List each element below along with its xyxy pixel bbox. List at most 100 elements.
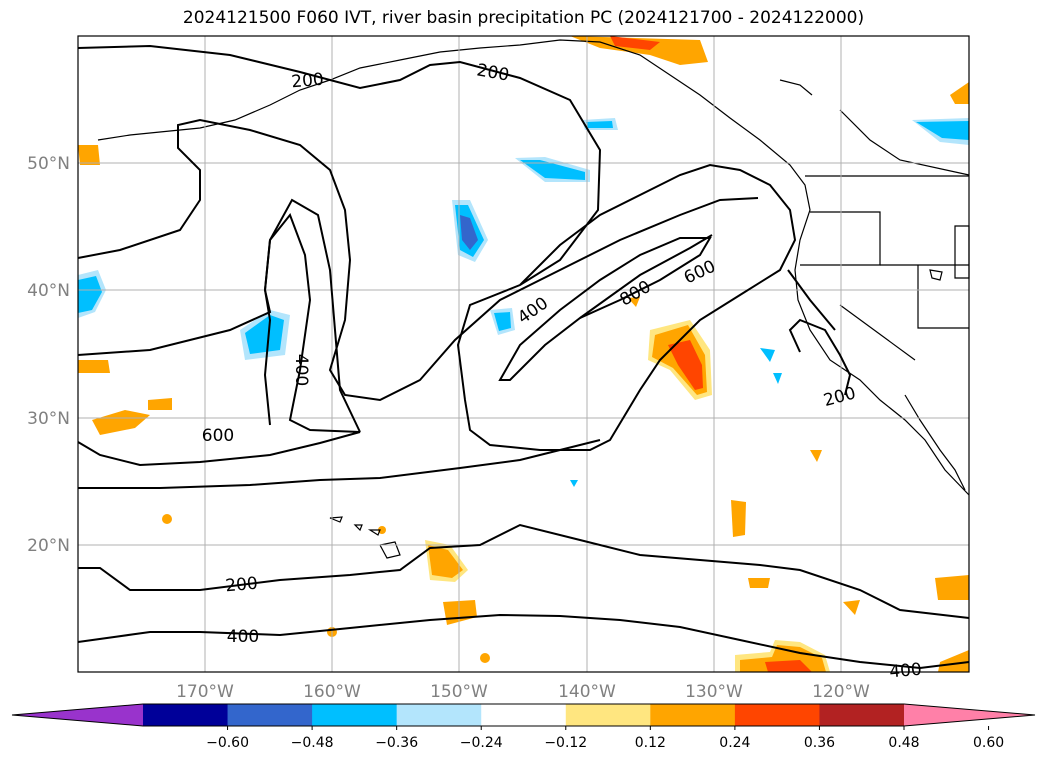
contour-200 xyxy=(78,523,970,619)
border-line xyxy=(917,265,969,329)
contour-label-400: 400 xyxy=(291,354,311,386)
lon-label: 150°W xyxy=(430,682,488,702)
contour-label-200: 200 xyxy=(291,70,325,93)
colorbar-tick-label: 0.24 xyxy=(719,735,750,751)
lat-label: 40°N xyxy=(27,281,70,301)
colorbar-segment xyxy=(565,704,651,726)
colorbar-tick-label: 0.36 xyxy=(804,735,835,751)
colorbar-segment xyxy=(819,704,905,726)
contour-600 xyxy=(77,213,361,467)
colorbar-segment xyxy=(312,704,398,726)
contour-label-400: 400 xyxy=(227,627,259,647)
lon-label: 140°W xyxy=(558,682,616,702)
precip-patch xyxy=(938,650,969,672)
precip-shading xyxy=(78,36,969,672)
precip-patch xyxy=(570,480,578,487)
colorbar-outline xyxy=(11,703,1036,727)
precip-patch xyxy=(731,500,746,537)
precip-patch xyxy=(935,575,969,600)
island xyxy=(353,524,363,532)
precip-patch xyxy=(586,121,613,128)
colorbar-tick-label: 0.12 xyxy=(635,735,666,751)
precip-patch xyxy=(78,145,100,165)
lon-labels: 170°W 160°W 150°W 140°W 130°W 120°W xyxy=(176,682,870,702)
contour-200 xyxy=(77,44,797,451)
contour-label-400: 400 xyxy=(889,660,923,683)
colorbar-segment xyxy=(396,704,482,726)
colorbar-tick-label: 0.48 xyxy=(888,735,919,751)
precip-patch xyxy=(520,160,585,180)
island xyxy=(329,516,343,523)
island xyxy=(367,529,381,536)
contour-600 xyxy=(78,439,601,489)
colorbar: −0.60 −0.48 −0.36 −0.24 −0.12 0.12 0.24 0.36 0.4… xyxy=(11,703,1036,751)
contour-400 xyxy=(263,198,361,433)
contour-400 xyxy=(77,118,759,402)
map-frame xyxy=(77,35,970,673)
colorbar-tick-label: −0.48 xyxy=(291,735,334,751)
precip-patch xyxy=(773,373,782,384)
contour-400 xyxy=(77,613,970,670)
colorbar-tick-label: −0.60 xyxy=(206,735,249,751)
precip-patch xyxy=(916,121,969,140)
colorbar-segments xyxy=(11,703,1036,727)
precip-patch xyxy=(78,360,110,373)
colorbar-tick-label: −0.36 xyxy=(375,735,418,751)
map-background xyxy=(78,36,969,672)
precip-patch xyxy=(162,514,172,524)
contour-label-200: 200 xyxy=(225,574,259,597)
border-line xyxy=(839,109,970,176)
colorbar-tick-label: −0.24 xyxy=(460,735,503,751)
precip-patch xyxy=(765,660,812,672)
precip-patch xyxy=(245,315,284,354)
gridlines xyxy=(78,36,969,672)
contour-200 xyxy=(787,269,836,331)
precip-patch xyxy=(760,348,775,362)
precip-patch xyxy=(480,653,490,663)
coastline xyxy=(929,269,943,281)
coastline xyxy=(904,394,966,491)
contour-800 xyxy=(579,234,713,319)
colorbar-ticks: −0.60 −0.48 −0.36 −0.24 −0.12 0.12 0.24 0.36 0.4… xyxy=(206,726,1004,751)
coastline xyxy=(97,39,970,496)
precip-patch xyxy=(950,82,969,104)
contour-600 xyxy=(498,237,712,381)
precip-patch xyxy=(610,36,660,50)
border-line xyxy=(839,304,916,361)
lat-label: 30°N xyxy=(27,409,70,429)
colorbar-segment xyxy=(734,704,820,726)
precip-patch xyxy=(428,545,463,578)
precip-patch xyxy=(92,410,150,435)
lon-label: 120°W xyxy=(812,682,870,702)
precip-patch xyxy=(628,297,640,307)
precip-patch xyxy=(148,398,172,410)
precip-patch xyxy=(668,340,703,390)
colorbar-tick-label: 0.60 xyxy=(973,735,1004,751)
coastlines xyxy=(97,39,970,559)
precip-patch xyxy=(378,526,386,534)
map-panel: 200 200 200 200 400 400 400 400 600 600 … xyxy=(77,35,970,683)
ivt-contours xyxy=(77,44,970,670)
map-title: 2024121500 F060 IVT, river basin precipi… xyxy=(182,8,865,28)
colorbar-segment xyxy=(227,704,313,726)
colorbar-tick-label: −0.12 xyxy=(544,735,587,751)
lat-labels: 50°N 40°N 30°N 20°N xyxy=(27,154,70,556)
contour-label-600: 600 xyxy=(202,426,234,446)
coastline xyxy=(779,79,813,96)
colorbar-segment xyxy=(143,704,229,726)
colorbar-segment xyxy=(481,704,567,726)
lon-label: 170°W xyxy=(176,682,234,702)
colorbar-extend-low xyxy=(12,704,143,726)
precip-patch xyxy=(843,600,860,615)
lon-label: 130°W xyxy=(685,682,743,702)
colorbar-segment xyxy=(650,704,736,726)
island xyxy=(379,541,401,559)
precip-patch xyxy=(494,312,511,331)
contour-200 xyxy=(788,318,852,396)
colorbar-extend-high xyxy=(904,704,1035,726)
border-line xyxy=(800,211,881,266)
precip-patch xyxy=(78,276,102,313)
precip-patch xyxy=(810,450,822,462)
lat-label: 20°N xyxy=(27,536,70,556)
